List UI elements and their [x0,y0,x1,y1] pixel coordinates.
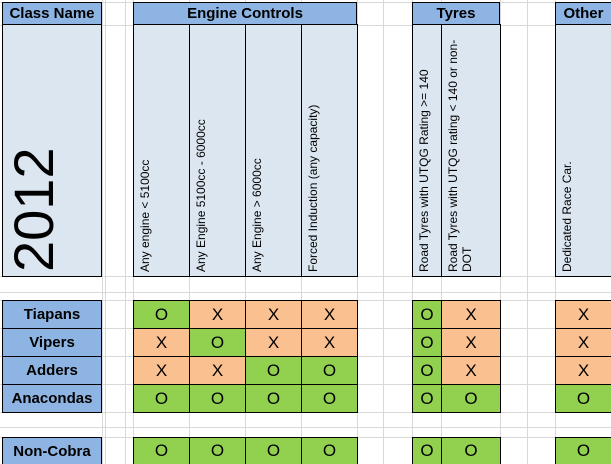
gridline [0,427,611,428]
rule-cell: O [441,437,501,464]
gridline [527,0,528,464]
class-row-label: Non-Cobra [2,437,102,464]
year-label: 2012 [2,147,65,272]
column-header-label: Any Engine 5100cc - 6000cc [194,119,208,272]
class-row-label: Vipers [2,328,102,357]
column-header-engine-3: Any Engine > 6000cc [245,24,302,277]
rule-cell: O [133,300,190,329]
rule-cell: X [555,328,611,357]
column-header-label: Any engine < 5100cc [138,159,152,272]
column-header-other-1: Dedicated Race Car. [555,24,611,277]
column-header-engine-2: Any Engine 5100cc - 6000cc [189,24,246,277]
gridline [102,0,103,464]
class-name-header: Class Name [2,2,102,25]
rule-cell: O [412,356,442,385]
gridline [383,0,384,464]
rule-cell: O [189,384,246,413]
rule-cell: X [189,356,246,385]
rule-cell: O [555,437,611,464]
column-header-label: Any Engine > 6000cc [250,158,264,272]
class-row-label: Adders [2,356,102,385]
rule-cell: O [412,437,442,464]
rule-cell: X [133,356,190,385]
rule-cell: O [189,328,246,357]
rule-cell: X [441,356,501,385]
column-header-tyres-1: Road Tyres with UTQG Rating >= 140 [412,24,442,277]
rule-cell: O [441,384,501,413]
rule-cell: O [245,384,302,413]
rule-cell: X [245,300,302,329]
column-header-label: Dedicated Race Car. [560,161,574,272]
rule-cell: X [301,328,358,357]
rule-cell: X [441,328,501,357]
group-header-tyres: Tyres [412,2,500,25]
rule-cell: X [189,300,246,329]
rule-cell: O [555,384,611,413]
rule-cell: O [189,437,246,464]
rule-cell: O [301,437,358,464]
rule-cell: O [412,384,442,413]
class-row-label: Tiapans [2,300,102,329]
column-header-engine-4: Forced Induction (any capacity) [301,24,358,277]
rule-cell: O [133,437,190,464]
gridline [125,0,126,464]
group-header-other: Other [555,2,611,25]
group-header-engine-controls: Engine Controls [133,2,357,25]
class-row-label: Anacondas [2,384,102,413]
rule-cell: X [441,300,501,329]
rule-cell: X [555,300,611,329]
rule-cell: O [301,356,358,385]
gridline [105,0,106,464]
rule-cell: O [133,384,190,413]
year-cell: 2012 [2,24,102,277]
rule-cell: O [301,384,358,413]
rule-cell: O [412,300,442,329]
rule-cell: O [245,437,302,464]
rule-cell: O [245,356,302,385]
rule-cell: X [133,328,190,357]
column-header-tyres-2: Road Tyres with UTQG rating < 140 or non… [441,24,501,277]
column-header-label: Forced Induction (any capacity) [306,104,320,272]
rule-cell: X [245,328,302,357]
rule-cell: X [301,300,358,329]
rule-cell: O [412,328,442,357]
column-header-label: Road Tyres with UTQG Rating >= 140 [417,69,431,272]
rule-cell: X [555,356,611,385]
column-header-engine-1: Any engine < 5100cc [133,24,190,277]
column-header-label: Road Tyres with UTQG rating < 140 or non… [446,39,475,272]
gridline [0,292,611,293]
